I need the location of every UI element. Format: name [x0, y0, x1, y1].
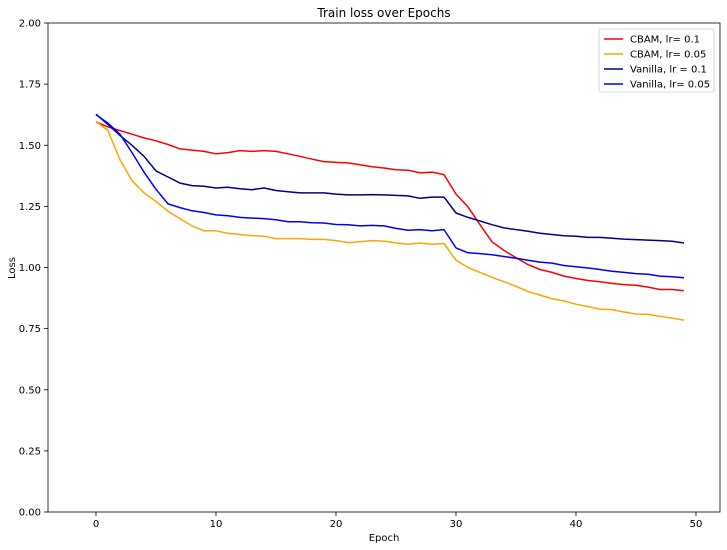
- legend: CBAM, lr= 0.1 CBAM, lr= 0.05 Vanilla, lr =…: [598, 28, 715, 93]
- chart-title: Train loss over Epochs: [316, 6, 450, 20]
- y-tick-label: 2.00: [19, 19, 41, 30]
- y-tick-label: 0.00: [19, 508, 41, 519]
- legend-label-0: CBAM, lr= 0.1: [630, 35, 700, 46]
- x-tick-label: 30: [450, 519, 463, 530]
- y-tick-label: 1.00: [19, 263, 41, 274]
- legend-label-1: CBAM, lr= 0.05: [630, 50, 706, 61]
- x-tick-label: 50: [690, 519, 703, 530]
- series-line-0: [95, 121, 685, 292]
- series-line-1: [95, 120, 685, 321]
- legend-box: [598, 28, 715, 93]
- x-axis-label: Epoch: [369, 533, 400, 544]
- legend-label-2: Vanilla, lr = 0.1: [630, 65, 707, 76]
- plot-frame: [47, 22, 721, 513]
- y-tick-label: 1.50: [19, 141, 41, 152]
- x-tick-label: 40: [570, 519, 583, 530]
- y-tick-label: 1.75: [19, 80, 41, 91]
- y-tick-label: 0.50: [19, 385, 41, 396]
- y-tick-label: 0.75: [19, 324, 41, 335]
- y-axis-label: Loss: [7, 257, 18, 279]
- y-tick-label: 0.25: [19, 446, 41, 457]
- series-line-3: [95, 114, 685, 279]
- series-line-2: [95, 113, 685, 244]
- x-tick-label: 0: [93, 519, 99, 530]
- y-tick-label: 1.25: [19, 202, 41, 213]
- legend-label-3: Vanilla, lr= 0.05: [630, 80, 710, 91]
- axis-ticks: 0 10 20 30 40 50 0.00 0.25 0.50 0.75 1.00 1.25 1.50 1…: [19, 19, 703, 531]
- series-lines: [95, 113, 685, 321]
- x-tick-label: 10: [210, 519, 223, 530]
- x-tick-label: 20: [330, 519, 343, 530]
